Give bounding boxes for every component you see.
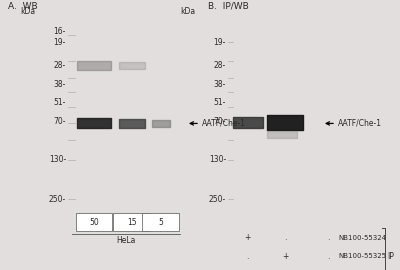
Text: NB100-55325: NB100-55325	[338, 254, 386, 259]
Text: B.  IP/WB: B. IP/WB	[208, 2, 249, 11]
Text: AATF/Che-1: AATF/Che-1	[202, 119, 246, 128]
Text: NB100-55324: NB100-55324	[338, 235, 386, 241]
Text: +: +	[282, 252, 288, 261]
Text: AATF/Che-1: AATF/Che-1	[338, 119, 382, 128]
Text: HeLa: HeLa	[116, 236, 136, 245]
Text: 130-: 130-	[49, 155, 66, 164]
Text: 19-: 19-	[54, 38, 66, 47]
Text: IP: IP	[387, 252, 394, 261]
Text: 51-: 51-	[214, 98, 226, 107]
Text: 5: 5	[158, 218, 163, 227]
Text: 130-: 130-	[209, 155, 226, 164]
Text: 250-: 250-	[49, 195, 66, 204]
Text: 38-: 38-	[214, 80, 226, 89]
Text: 19-: 19-	[214, 38, 226, 47]
Text: +: +	[244, 233, 250, 242]
Text: kDa: kDa	[180, 7, 195, 16]
Text: 70-: 70-	[214, 117, 226, 126]
Text: 38-: 38-	[54, 80, 66, 89]
Text: .: .	[327, 252, 329, 261]
Text: 50: 50	[89, 218, 99, 227]
Text: 51-: 51-	[54, 98, 66, 107]
Text: kDa: kDa	[20, 7, 35, 16]
Text: .: .	[284, 233, 286, 242]
Text: 15: 15	[127, 218, 137, 227]
Text: 28-: 28-	[54, 61, 66, 70]
Text: .: .	[246, 252, 248, 261]
Text: 250-: 250-	[209, 195, 226, 204]
Text: 28-: 28-	[214, 61, 226, 70]
Text: .: .	[327, 233, 329, 242]
Text: 16-: 16-	[54, 27, 66, 36]
Text: A.  WB: A. WB	[8, 2, 38, 11]
Text: 70-: 70-	[54, 117, 66, 126]
